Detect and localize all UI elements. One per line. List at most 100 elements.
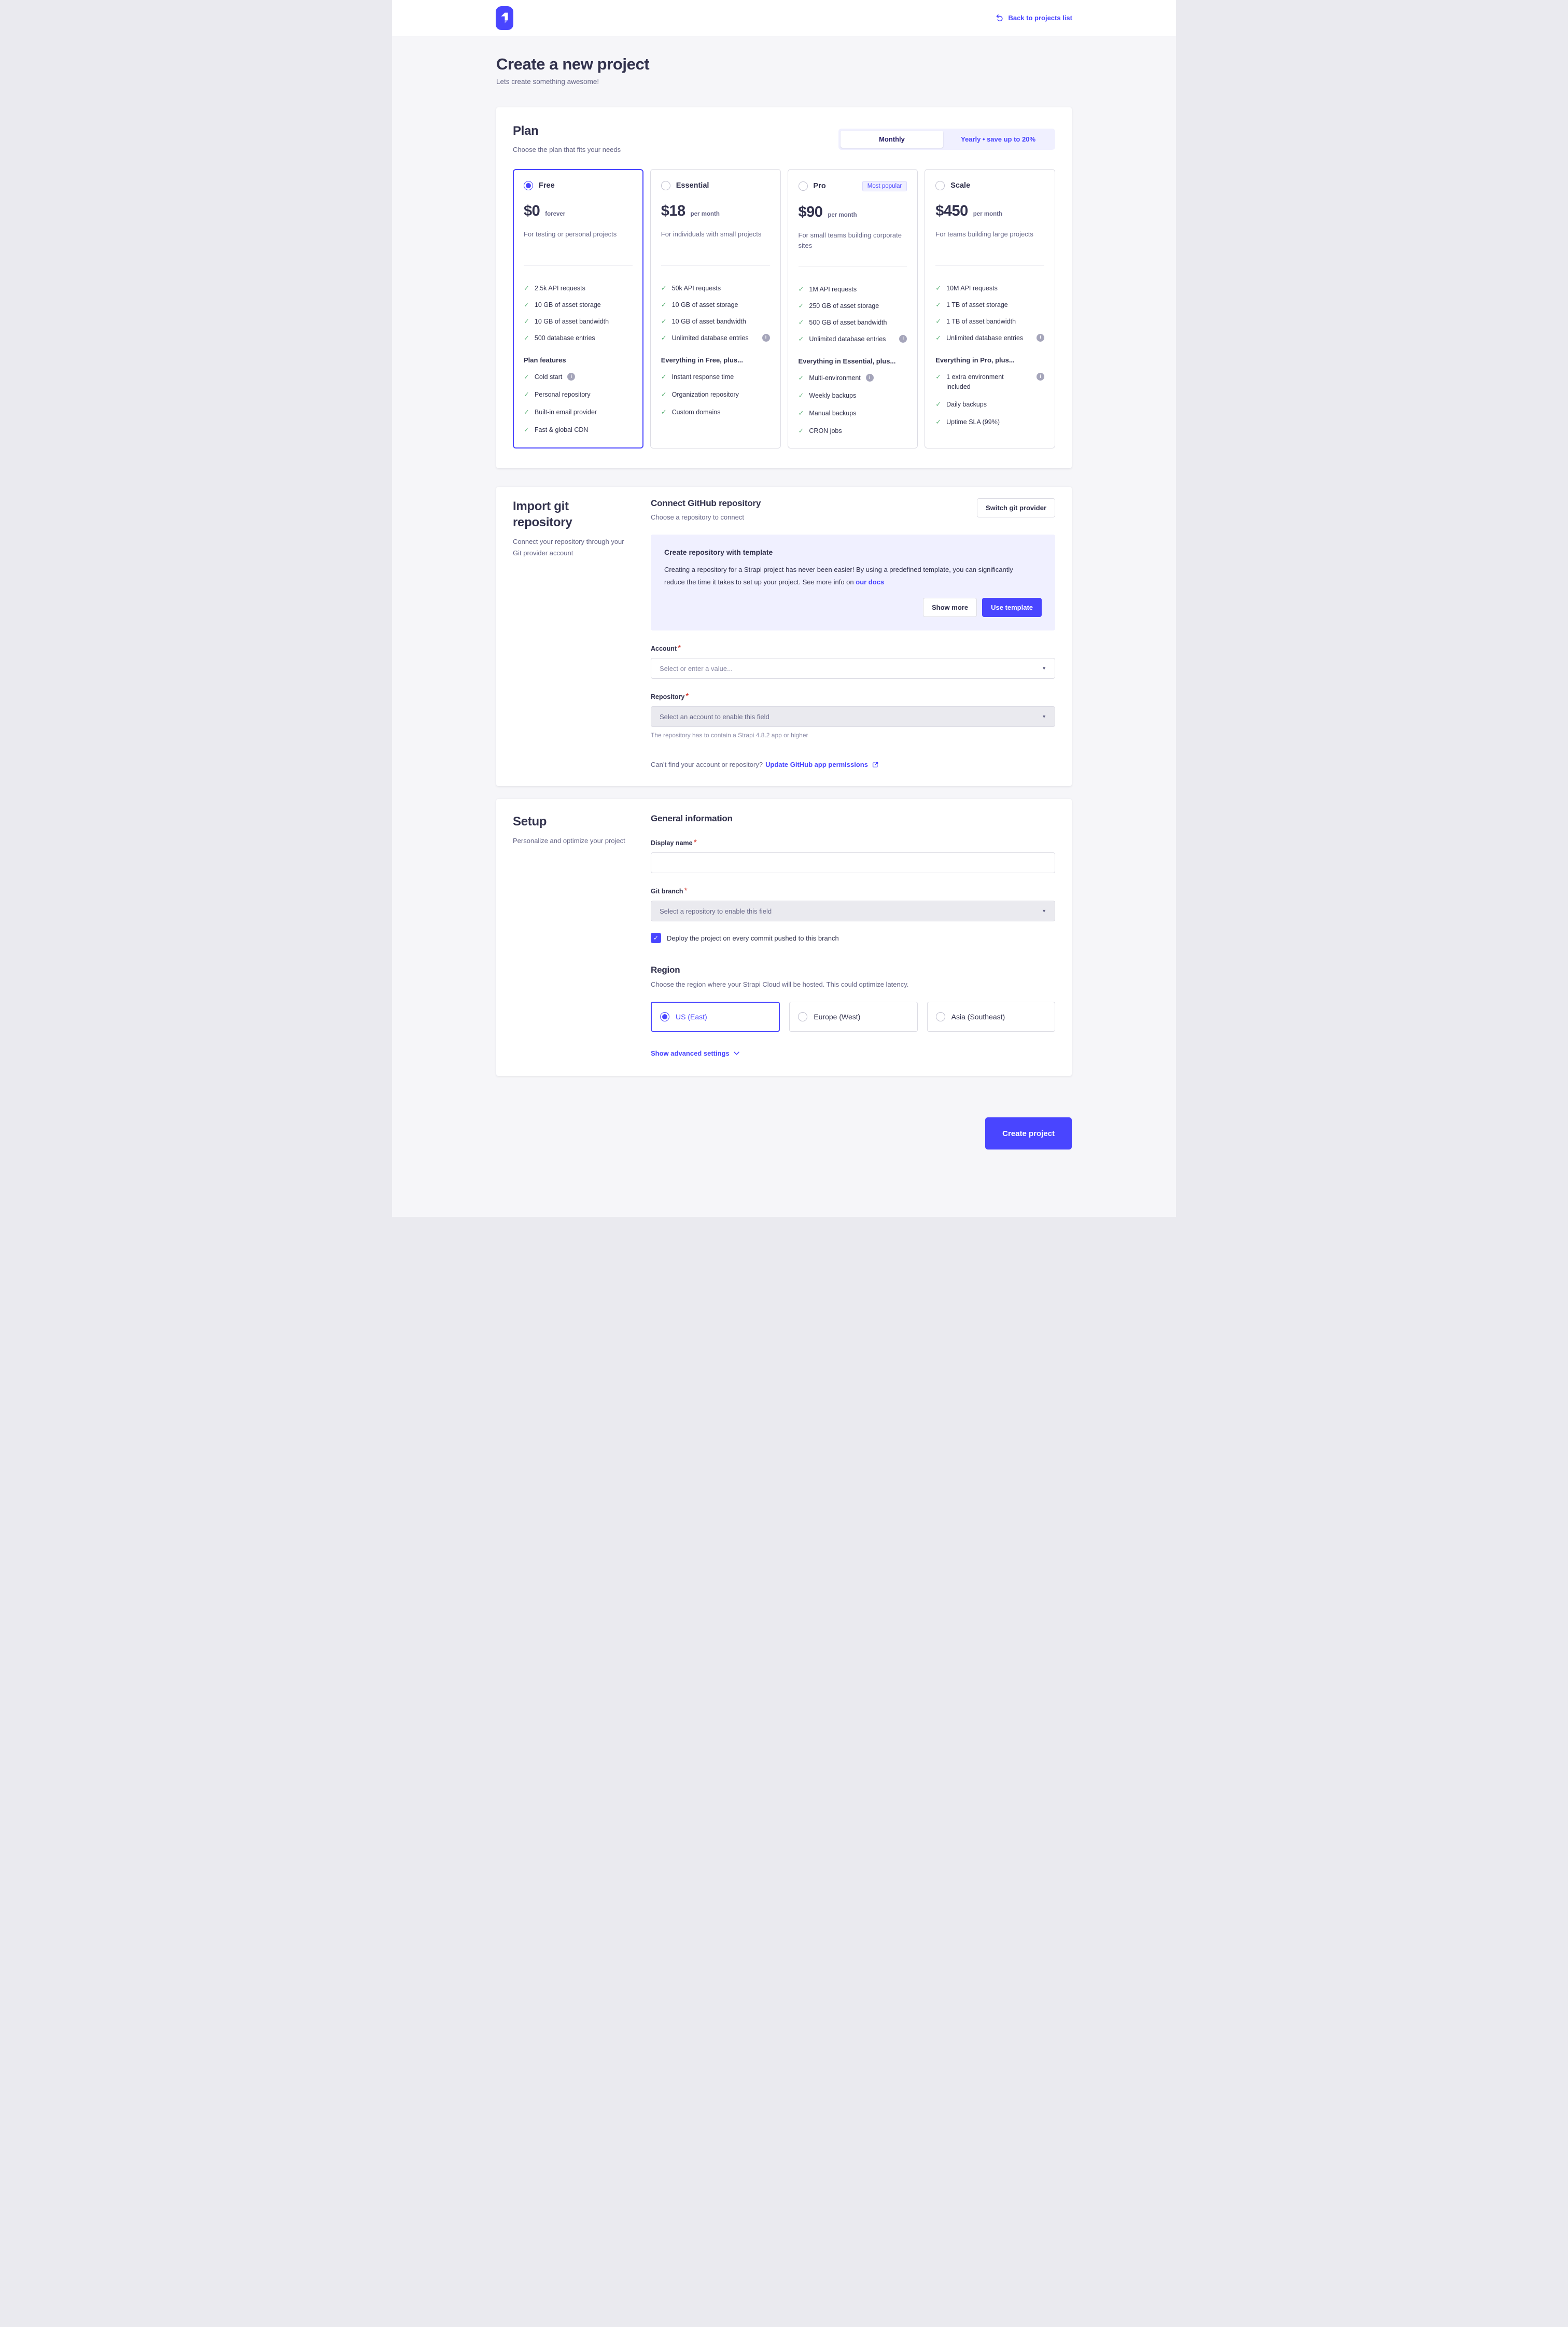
toggle-monthly[interactable]: Monthly	[841, 131, 943, 148]
plan-card-scale[interactable]: Scale $450 per month For teams building …	[925, 169, 1055, 449]
advanced-link-label: Show advanced settings	[651, 1049, 730, 1058]
plan-radio-pro[interactable]	[798, 181, 808, 191]
strapi-cloud-logo[interactable]	[496, 6, 513, 30]
toggle-yearly[interactable]: Yearly • save up to 20%	[960, 135, 1035, 144]
plan-price: $18	[661, 203, 685, 220]
page-title: Create a new project	[496, 55, 650, 73]
plan-feature: Cold start	[524, 372, 633, 382]
plan-name: Pro	[813, 182, 826, 191]
account-select[interactable]: Select or enter a value...	[651, 658, 1055, 679]
region-radio-asia-southeast[interactable]	[935, 1012, 945, 1022]
plan-title: Plan	[513, 124, 539, 138]
info-icon[interactable]	[1037, 373, 1044, 381]
check-icon	[935, 317, 941, 326]
region-radio-europe-west[interactable]	[798, 1012, 808, 1022]
show-advanced-settings-link[interactable]: Show advanced settings	[651, 1049, 739, 1057]
feature-label: 10 GB of asset storage	[534, 301, 601, 309]
plan-period: forever	[545, 211, 566, 218]
plan-feature: Organization repository	[661, 390, 770, 400]
repository-hint: The repository has to contain a Strapi 4…	[651, 732, 808, 739]
plan-feature: 1 extra environment included	[935, 372, 1044, 392]
check-icon	[524, 284, 529, 293]
feature-label: 2.5k API requests	[534, 285, 585, 292]
plan-feature: Manual backups	[799, 409, 907, 418]
repository-select-placeholder: Select an account to enable this field	[660, 712, 769, 721]
region-label: Asia (Southeast)	[951, 1013, 1005, 1021]
region-option-us-east[interactable]: US (East)	[651, 1002, 780, 1032]
plan-radio-essential[interactable]	[661, 181, 670, 191]
repository-select[interactable]: Select an account to enable this field	[651, 706, 1055, 727]
our-docs-link[interactable]: our docs	[856, 578, 885, 586]
back-arrow-icon	[997, 14, 1003, 22]
feature-label: Unlimited database entries	[671, 334, 749, 342]
check-icon	[661, 333, 667, 343]
plan-card-pro[interactable]: Pro Most popular $90 per month For small…	[787, 169, 918, 449]
required-mark: *	[684, 887, 688, 896]
git-branch-select[interactable]: Select a repository to enable this field	[651, 901, 1055, 922]
use-template-button[interactable]: Use template	[982, 598, 1042, 618]
info-icon[interactable]	[1037, 333, 1044, 342]
billing-toggle: Monthly Yearly • save up to 20%	[838, 129, 1055, 150]
show-more-button[interactable]: Show more	[923, 598, 977, 618]
feature-label: 10M API requests	[946, 285, 998, 292]
plan-feature: 50k API requests	[661, 284, 770, 293]
info-icon[interactable]	[865, 374, 874, 382]
plan-card-essential[interactable]: Essential $18 per month For individuals …	[650, 169, 781, 449]
back-to-projects-link[interactable]: Back to projects list	[996, 14, 1072, 22]
region-option-europe-west[interactable]: Europe (West)	[789, 1002, 918, 1032]
check-icon	[524, 333, 529, 343]
account-select-placeholder: Select or enter a value...	[660, 664, 733, 672]
region-title: Region	[651, 965, 680, 975]
check-icon	[524, 317, 529, 326]
plan-period: per month	[690, 211, 720, 218]
plan-feature: Weekly backups	[799, 391, 907, 401]
feature-label: 10 GB of asset storage	[671, 301, 738, 309]
info-icon[interactable]	[567, 373, 576, 381]
create-project-button[interactable]: Create project	[985, 1117, 1072, 1150]
feature-label: 10 GB of asset bandwidth	[671, 317, 746, 325]
region-option-asia-southeast[interactable]: Asia (Southeast)	[927, 1002, 1055, 1032]
template-banner: Create repository with template Creating…	[651, 535, 1055, 631]
plan-feature: Unlimited database entries	[661, 333, 770, 343]
connect-repo-title: Connect GitHub repository	[651, 498, 761, 509]
feature-label: 10 GB of asset bandwidth	[534, 317, 609, 325]
plan-card-free[interactable]: Free $0 forever For testing or personal …	[513, 169, 643, 449]
feature-label: Multi-environment	[809, 374, 861, 382]
check-icon	[524, 390, 529, 399]
deploy-checkbox-row[interactable]: Deploy the project on every commit pushe…	[651, 933, 1055, 944]
info-icon[interactable]	[762, 333, 770, 342]
plan-price: $450	[935, 203, 968, 220]
plan-feature: 10 GB of asset storage	[661, 300, 770, 310]
plan-feature: 10M API requests	[935, 284, 1044, 293]
feature-label: 1M API requests	[809, 286, 857, 293]
divider	[661, 265, 770, 267]
plan-extras-title: Plan features	[524, 356, 566, 365]
check-icon	[799, 285, 804, 294]
switch-git-provider-button[interactable]: Switch git provider	[976, 498, 1055, 518]
plan-feature: 10 GB of asset storage	[524, 300, 633, 310]
feature-label: 1 TB of asset storage	[946, 301, 1008, 309]
plan-radio-free[interactable]	[524, 181, 533, 191]
deploy-checkbox[interactable]	[651, 933, 661, 944]
display-name-input[interactable]	[651, 852, 1055, 874]
feature-label: 500 GB of asset bandwidth	[809, 318, 887, 326]
feature-label: Unlimited database entries	[946, 334, 1024, 342]
check-icon	[799, 373, 804, 383]
chevron-down-icon	[1042, 666, 1046, 671]
plan-section: Plan Choose the plan that fits your need…	[496, 107, 1072, 469]
chevron-down-icon	[1042, 714, 1046, 719]
plan-description: For teams building large projects	[935, 230, 1033, 239]
update-github-permissions-link[interactable]: Update GitHub app permissions	[765, 761, 868, 769]
plan-feature: Multi-environment	[799, 373, 907, 383]
feature-label: 250 GB of asset storage	[809, 302, 879, 310]
plan-name: Free	[539, 181, 555, 190]
template-banner-text: Creating a repository for a Strapi proje…	[664, 564, 1027, 588]
plans-row: Free $0 forever For testing or personal …	[513, 169, 1055, 449]
divider	[524, 265, 633, 267]
info-icon[interactable]	[899, 334, 907, 343]
most-popular-badge: Most popular	[862, 181, 907, 192]
region-radio-us-east[interactable]	[660, 1012, 669, 1022]
plan-radio-scale[interactable]	[935, 181, 945, 191]
plan-feature: Personal repository	[524, 390, 633, 400]
strapi-logo-icon	[496, 6, 513, 30]
